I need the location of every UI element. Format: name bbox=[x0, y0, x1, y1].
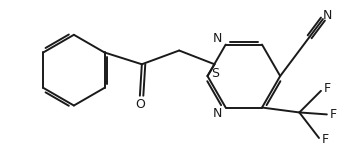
Text: N: N bbox=[213, 32, 222, 45]
Text: S: S bbox=[212, 67, 219, 80]
Text: F: F bbox=[330, 108, 337, 121]
Text: F: F bbox=[323, 82, 330, 95]
Text: O: O bbox=[135, 98, 145, 111]
Text: N: N bbox=[323, 9, 333, 22]
Text: F: F bbox=[321, 134, 328, 146]
Text: N: N bbox=[213, 107, 222, 120]
